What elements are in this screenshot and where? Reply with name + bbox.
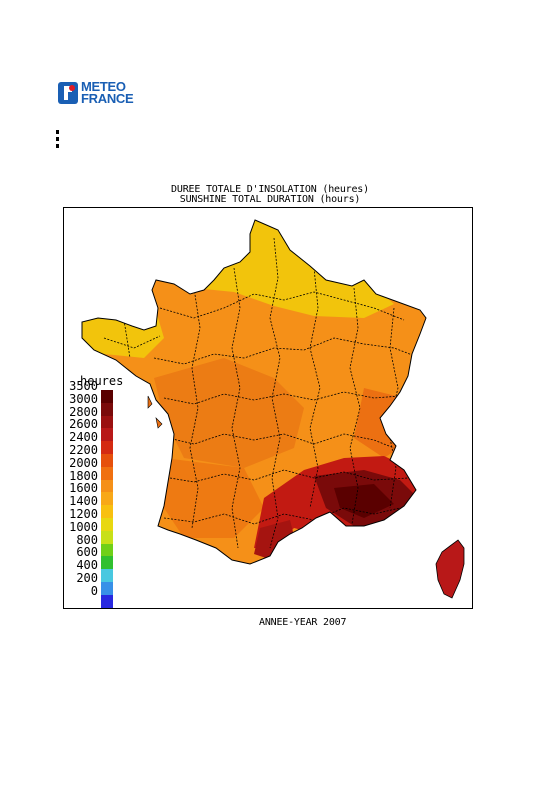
legend-label: 1800	[69, 468, 98, 483]
legend-swatch	[101, 402, 113, 416]
legend-label: 1000	[69, 519, 98, 534]
legend-swatch	[101, 530, 113, 544]
legend-swatch	[101, 479, 113, 493]
legend-label: 3000	[69, 391, 98, 406]
legend-label: 1400	[69, 494, 98, 509]
map-frame: heures	[63, 207, 473, 609]
tiny-marks	[56, 130, 60, 151]
legend-swatch	[101, 492, 113, 506]
legend-swatch	[101, 594, 113, 608]
legend-label: 2800	[69, 404, 98, 419]
legend-label: 1600	[69, 481, 98, 496]
legend-label: 0	[90, 583, 98, 598]
legend-swatch	[101, 569, 113, 582]
legend-swatch	[101, 543, 113, 557]
year-label: ANNEE-YEAR 2007	[259, 617, 347, 628]
legend-swatch	[101, 517, 113, 531]
legend-swatch	[101, 453, 113, 467]
legend-label: 2400	[69, 430, 98, 445]
corsica-shape	[435, 539, 465, 599]
legend-label: 2200	[69, 443, 98, 457]
legend-swatch	[101, 466, 113, 480]
legend-swatch	[101, 428, 113, 442]
legend-label: 200	[76, 571, 98, 585]
legend-label: 800	[76, 532, 98, 547]
legend-swatch	[101, 415, 113, 429]
logo-text: METEO FRANCE	[81, 79, 134, 106]
legend-swatch	[101, 505, 113, 518]
legend-unit: heures	[80, 374, 124, 388]
legend-label: 1200	[69, 507, 98, 521]
legend-swatch	[101, 390, 113, 403]
legend-swatch	[101, 556, 113, 570]
legend-swatch	[101, 581, 113, 595]
map-title-fr: DUREE TOTALE D'INSOLATION (heures)	[171, 184, 369, 195]
legend-label: 400	[76, 558, 98, 573]
legend-label: 2600	[69, 417, 98, 432]
map-title-en: SUNSHINE TOTAL DURATION (hours)	[179, 194, 361, 205]
legend-label: 2000	[69, 455, 98, 470]
legend-label: 600	[76, 545, 98, 560]
meteo-france-logo-icon	[58, 82, 78, 104]
legend-swatch	[101, 441, 113, 454]
legend-label: 3500	[69, 379, 98, 393]
meteo-france-logo: METEO FRANCE	[58, 79, 142, 107]
legend-color-bar	[101, 390, 113, 608]
france-sunshine-map	[81, 219, 465, 599]
